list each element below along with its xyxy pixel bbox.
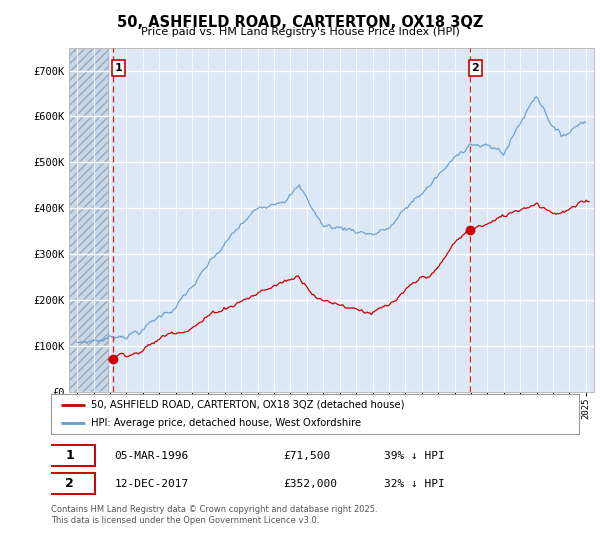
Text: Contains HM Land Registry data © Crown copyright and database right 2025.
This d: Contains HM Land Registry data © Crown c… — [51, 505, 377, 525]
Text: £352,000: £352,000 — [283, 479, 337, 489]
Bar — [69, 48, 109, 392]
Text: 1: 1 — [65, 449, 74, 463]
Text: 50, ASHFIELD ROAD, CARTERTON, OX18 3QZ (detached house): 50, ASHFIELD ROAD, CARTERTON, OX18 3QZ (… — [91, 400, 404, 409]
FancyBboxPatch shape — [44, 446, 95, 466]
FancyBboxPatch shape — [44, 474, 95, 494]
Text: 32% ↓ HPI: 32% ↓ HPI — [383, 479, 445, 489]
Text: Price paid vs. HM Land Registry's House Price Index (HPI): Price paid vs. HM Land Registry's House … — [140, 27, 460, 37]
Text: 2: 2 — [472, 63, 479, 73]
Text: 2: 2 — [65, 477, 74, 491]
Text: HPI: Average price, detached house, West Oxfordshire: HPI: Average price, detached house, West… — [91, 418, 361, 428]
Bar — [69, 48, 109, 392]
Text: 1: 1 — [114, 63, 122, 73]
Text: 05-MAR-1996: 05-MAR-1996 — [115, 451, 188, 461]
Text: 39% ↓ HPI: 39% ↓ HPI — [383, 451, 445, 461]
Text: £71,500: £71,500 — [283, 451, 331, 461]
Text: 50, ASHFIELD ROAD, CARTERTON, OX18 3QZ: 50, ASHFIELD ROAD, CARTERTON, OX18 3QZ — [117, 15, 483, 30]
Text: 12-DEC-2017: 12-DEC-2017 — [115, 479, 188, 489]
